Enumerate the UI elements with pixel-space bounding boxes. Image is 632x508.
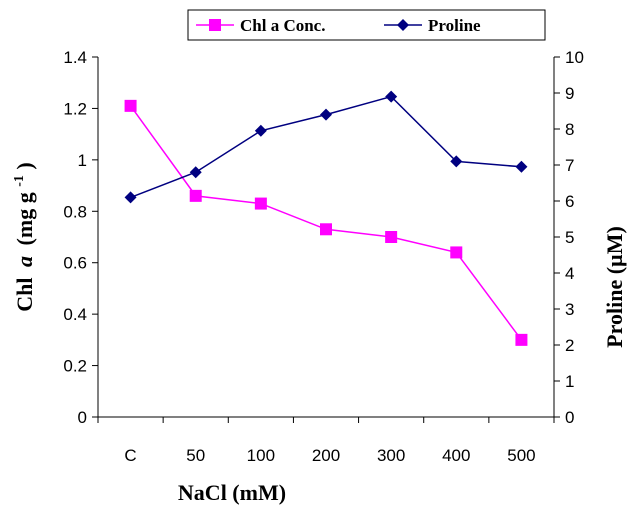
right-tick-label: 6: [565, 192, 574, 211]
legend-marker-proline: [397, 19, 409, 31]
data-point-chl: [189, 189, 202, 202]
right-tick-label: 7: [565, 156, 574, 175]
left-tick-label: 0.2: [63, 357, 87, 376]
left-tick-label: 0.6: [63, 254, 87, 273]
left-tick-label: 0.4: [63, 305, 87, 324]
left-y-axis-title-var: a: [12, 256, 37, 267]
x-tick-label: 400: [442, 446, 470, 465]
right-tick-label: 4: [565, 264, 574, 283]
data-point-proline: [189, 166, 202, 179]
left-tick-label: 1.2: [63, 99, 87, 118]
left-tick-label: 0: [78, 408, 87, 427]
data-point-chl: [254, 197, 267, 210]
data-point-chl: [385, 231, 398, 243]
left-y-axis-title-sup: -1: [12, 175, 27, 187]
right-tick-label: 8: [565, 120, 574, 139]
x-axis-ticks: C 50 100 200 300 400 500: [97, 417, 555, 465]
left-y-axis-title-close: ): [12, 162, 37, 169]
data-point-proline: [320, 108, 332, 121]
x-axis-title: NaCl (mM): [178, 480, 286, 505]
right-y-axis-ticks: 0 1 2 3 4 5 6 7 8 9 10: [554, 48, 584, 427]
left-y-axis-ticks: 0 0.2 0.4 0.6 0.8 1 1.2 1.4: [63, 48, 98, 427]
x-tick-label: 300: [377, 446, 405, 465]
data-point-chl: [515, 333, 528, 346]
right-y-axis-title: Proline (µM): [602, 226, 627, 348]
data-point-proline: [385, 90, 398, 103]
data-point-proline: [515, 160, 528, 173]
right-tick-label: 9: [565, 84, 574, 103]
left-y-axis-title-unit: (mg g: [12, 192, 37, 245]
legend-box: [187, 9, 546, 41]
right-tick-label: 1: [565, 372, 574, 391]
data-point-chl: [320, 223, 332, 236]
legend-label-chl: Chl a Conc.: [240, 16, 325, 35]
right-tick-label: 3: [565, 300, 574, 319]
series-layer: [124, 90, 528, 346]
left-tick-label: 0.8: [63, 202, 87, 221]
data-point-chl: [450, 246, 463, 259]
left-tick-label: 1: [78, 151, 87, 170]
left-y-axis-title: Chl a (mg g -1 ): [3, 162, 37, 311]
legend-marker-chl: [209, 19, 221, 31]
left-tick-label: 1.4: [63, 48, 87, 67]
left-y-axis-title-main: Chl: [12, 277, 37, 311]
right-tick-label: 5: [565, 228, 574, 247]
x-tick-label: C: [124, 446, 136, 465]
right-tick-label: 0: [565, 408, 574, 427]
right-tick-label: 10: [565, 48, 584, 67]
data-point-chl: [124, 99, 137, 112]
x-tick-label: 100: [247, 446, 275, 465]
data-point-proline: [254, 124, 267, 137]
legend: Chl a Conc. Proline: [187, 9, 546, 41]
legend-label-proline: Proline: [428, 16, 481, 35]
right-tick-label: 2: [565, 336, 574, 355]
x-tick-label: 500: [507, 446, 535, 465]
x-tick-label: 50: [186, 446, 205, 465]
data-point-proline: [124, 191, 137, 204]
x-tick-label: 200: [312, 446, 340, 465]
data-point-proline: [450, 155, 463, 168]
